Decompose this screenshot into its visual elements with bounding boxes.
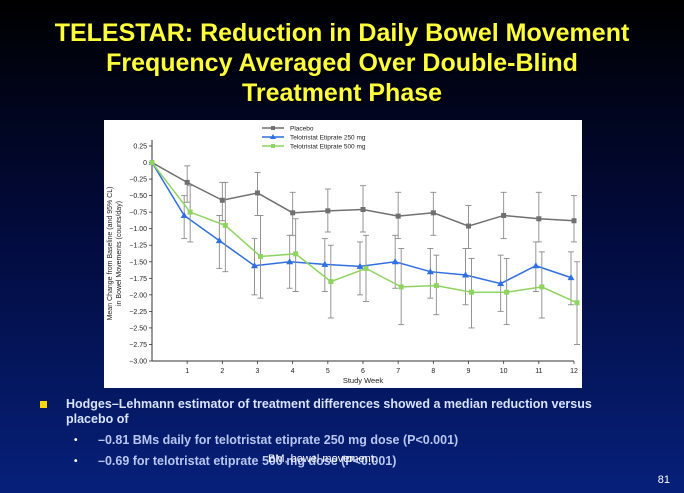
y-tick-label: −2.75 — [129, 342, 147, 349]
data-point-2 — [567, 274, 575, 281]
y-tick-label: 0 — [143, 160, 147, 167]
slide-title: TELESTAR: Reduction in Daily Bowel Movem… — [0, 18, 684, 108]
y-tick-label: −1.50 — [129, 259, 147, 266]
data-point-3 — [187, 209, 193, 215]
y-tick-label: −0.50 — [129, 193, 147, 200]
sub-bullet-2: • –0.69 for telotristat etiprate 500 mg … — [40, 454, 640, 469]
data-point-1 — [571, 218, 577, 224]
x-tick-label: 1 — [185, 368, 189, 375]
data-point-2 — [426, 268, 434, 275]
legend-swatch-marker — [270, 134, 276, 139]
legend-label: Telotristat Etiprate 250 mg — [290, 135, 366, 142]
data-point-1 — [536, 216, 542, 222]
line-chart: 0.25 0 −0.25 −0.50 −0.75 −1.00 −1.25 −1.50 −1.75… — [107, 126, 580, 385]
series-line-3 — [151, 162, 578, 304]
y-tick-label: −1.00 — [129, 226, 147, 233]
x-tick-label: 3 — [256, 368, 260, 375]
bullet-square-icon — [40, 401, 47, 408]
y-tick-label: −3.00 — [129, 359, 147, 366]
data-point-3 — [293, 251, 299, 257]
x-tick-label: 4 — [291, 368, 295, 375]
data-point-2 — [286, 258, 294, 265]
x-tick-label: 9 — [467, 368, 471, 375]
legend-label: Telotristat Etiprate 500 mg — [290, 144, 366, 151]
x-axis-label: Study Week — [343, 376, 384, 385]
x-tick-label: 12 — [570, 368, 578, 375]
bullet-text: Hodges–Lehmann estimator of treatment di… — [66, 397, 592, 426]
page-number: 81 — [657, 474, 670, 486]
sub-bullet-1: • –0.81 BMs daily for telotristat etipra… — [40, 433, 640, 448]
x-tick-label: 2 — [220, 368, 224, 375]
data-point-2 — [321, 260, 329, 267]
data-point-1 — [395, 213, 401, 219]
legend-swatch-marker — [271, 126, 275, 130]
x-tick-label: 8 — [431, 368, 435, 375]
data-point-2 — [180, 211, 188, 218]
data-point-1 — [501, 212, 507, 218]
title-line-1: TELESTAR: Reduction in Daily Bowel Movem… — [54, 19, 630, 47]
y-axis-label-line-1: Mean Change from Baseline (and 95% CL) — [107, 187, 114, 321]
title-line-3: Treatment Phase — [241, 79, 443, 107]
data-point-2 — [215, 237, 223, 244]
data-point-3 — [328, 279, 334, 285]
sub-bullet-dot-icon: • — [74, 456, 78, 467]
data-point-2 — [462, 271, 469, 278]
data-point-1 — [466, 223, 471, 229]
data-point-3 — [258, 253, 263, 259]
data-point-3 — [398, 284, 404, 290]
data-point-2 — [497, 280, 505, 287]
bullet-list: Hodges–Lehmann estimator of treatment di… — [40, 397, 640, 469]
y-tick-label: −2.50 — [129, 325, 147, 332]
data-point-3 — [539, 284, 545, 290]
data-point-1 — [219, 197, 225, 203]
title-line-2: Frequency Averaged Over Double-Blind — [106, 49, 578, 77]
data-point-2 — [532, 262, 540, 269]
series-line-2 — [151, 162, 572, 285]
data-point-1 — [184, 179, 190, 185]
x-tick-label: 5 — [326, 368, 330, 375]
data-point-1 — [255, 190, 260, 196]
footnote: BM, bowel movement. — [268, 453, 377, 465]
legend-swatch-marker — [271, 144, 275, 148]
data-point-1 — [290, 210, 296, 216]
y-tick-label: −2.25 — [129, 309, 147, 316]
x-tick-label: 10 — [500, 368, 508, 375]
sub-bullet-text-1: –0.81 BMs daily for telotristat etiprate… — [98, 433, 459, 447]
y-axis-label-line-2: in Bowel Movements (counts/day) — [116, 201, 123, 306]
data-point-2 — [251, 262, 258, 269]
y-tick-label: −0.75 — [129, 210, 147, 217]
x-tick-label: 11 — [535, 368, 542, 375]
data-point-3 — [149, 160, 155, 166]
x-tick-label: 6 — [361, 368, 365, 375]
data-point-2 — [356, 262, 364, 269]
sub-bullet-dot-icon: • — [74, 435, 78, 446]
y-tick-label: −1.75 — [129, 276, 147, 283]
data-point-3 — [469, 289, 474, 295]
bullet-item: Hodges–Lehmann estimator of treatment di… — [40, 397, 640, 427]
data-point-3 — [222, 222, 228, 228]
data-point-1 — [430, 210, 436, 216]
y-tick-label: −1.25 — [129, 243, 147, 250]
data-point-3 — [574, 300, 580, 306]
sub-bullet-text-2: –0.69 for telotristat etiprate 500 mg do… — [98, 454, 397, 468]
x-tick-label: 7 — [396, 368, 400, 375]
legend-label: Placebo — [290, 126, 314, 133]
data-point-1 — [325, 208, 331, 214]
data-point-2 — [391, 258, 399, 265]
y-tick-label: 0.25 — [133, 144, 147, 151]
chart-panel: 0.25 0 −0.25 −0.50 −0.75 −1.00 −1.25 −1.50 −1.75… — [104, 120, 582, 388]
y-tick-label: −0.25 — [129, 177, 147, 184]
data-point-1 — [360, 207, 366, 213]
y-tick-label: −2.00 — [129, 292, 147, 299]
data-point-3 — [504, 289, 510, 295]
data-point-3 — [363, 265, 369, 271]
data-point-3 — [433, 283, 439, 289]
